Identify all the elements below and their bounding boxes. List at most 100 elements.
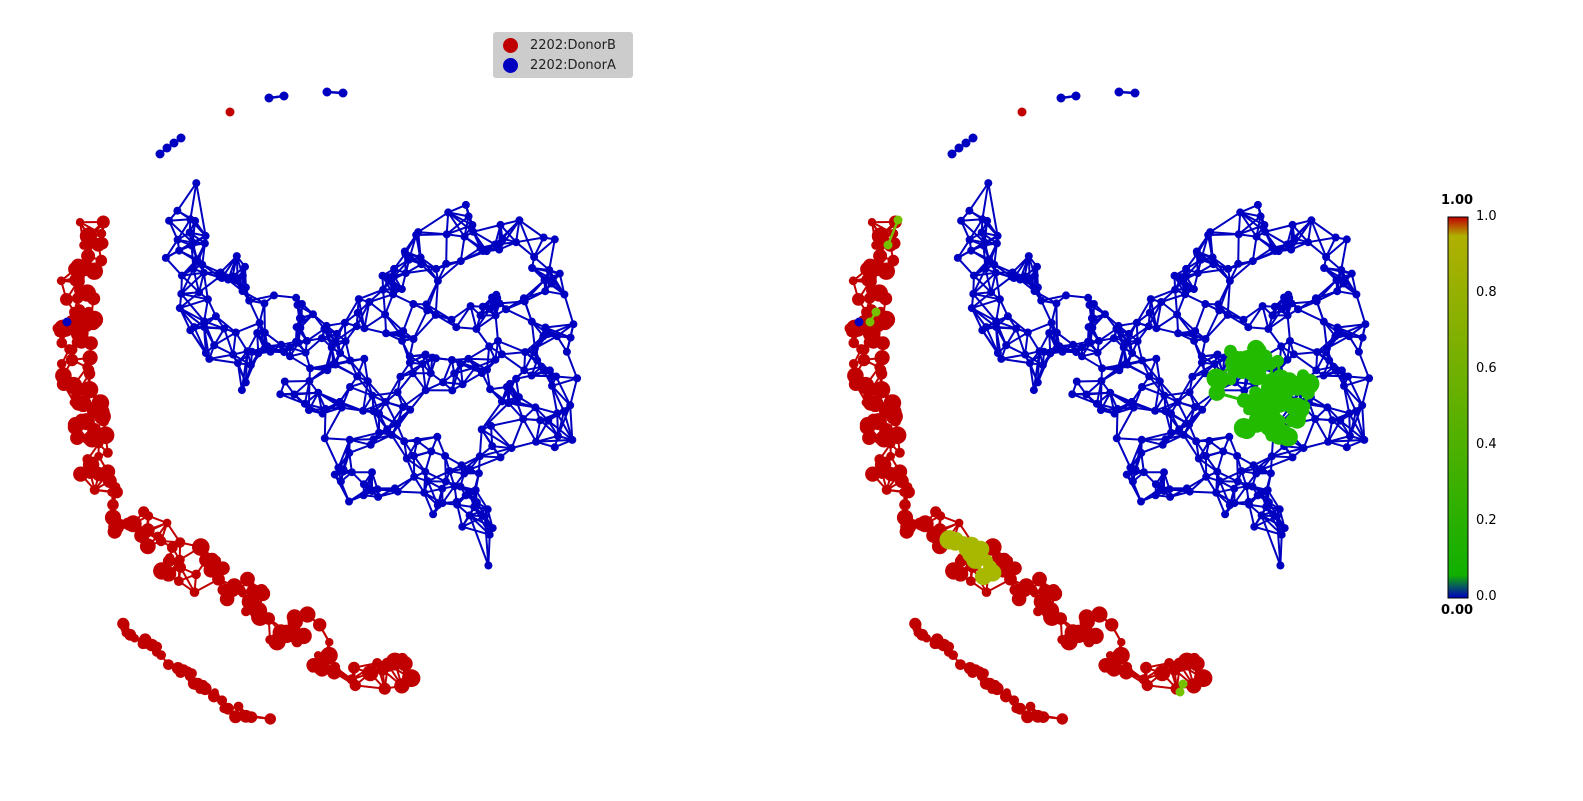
network-node (1175, 425, 1184, 434)
network-node (82, 454, 93, 465)
network-node (1030, 287, 1039, 296)
network-node (961, 138, 971, 148)
network-node (515, 216, 524, 225)
network-node (201, 231, 210, 240)
network-node (485, 530, 494, 539)
network-node (1101, 310, 1109, 319)
network-edge (1310, 219, 1328, 258)
network-node (166, 542, 178, 553)
network-node (199, 268, 208, 277)
network-node (1032, 571, 1047, 587)
network-node (410, 472, 419, 481)
network-node (1097, 377, 1106, 385)
network-node (1288, 453, 1297, 462)
network-node (1119, 343, 1128, 352)
network-edge (386, 409, 411, 431)
network-node (1205, 436, 1214, 445)
network-node (56, 359, 67, 369)
network-edge (213, 331, 237, 347)
network-node (1031, 709, 1045, 723)
network-edge (556, 412, 574, 441)
network-edge (1291, 300, 1317, 305)
network-node (264, 713, 276, 725)
network-node (422, 300, 431, 309)
network-edge (1182, 434, 1200, 460)
network-edge (324, 437, 350, 441)
network-node (175, 246, 184, 255)
network-node (945, 562, 963, 580)
network-edge (397, 490, 425, 494)
network-node (981, 587, 992, 597)
network-node (496, 220, 505, 229)
network-node (1197, 352, 1206, 361)
network-edge (543, 279, 565, 296)
network-node (1185, 420, 1194, 429)
network-node (191, 569, 201, 580)
network-node (899, 499, 911, 511)
network-node (1270, 302, 1279, 311)
network-node (111, 482, 121, 491)
network-node (460, 232, 469, 241)
network-node (874, 350, 890, 366)
network-node (1223, 310, 1232, 319)
network-edge (467, 345, 490, 360)
network-node (327, 665, 342, 680)
network-node (96, 426, 115, 445)
network-node (1021, 350, 1030, 359)
network-node (876, 336, 890, 351)
network-node (1123, 337, 1132, 346)
network-edge (459, 236, 466, 262)
network-edge (555, 376, 572, 406)
network-node (1252, 469, 1261, 478)
network-edge (1357, 351, 1371, 379)
network-node (219, 591, 235, 607)
network-node (1124, 329, 1133, 338)
network-edge (412, 309, 429, 340)
network-node (200, 317, 209, 326)
network-node (1167, 428, 1175, 437)
network-node (165, 216, 174, 225)
network-edge (1251, 236, 1258, 262)
network-node (450, 482, 459, 491)
network-node (857, 353, 871, 367)
network-node (1219, 447, 1228, 456)
network-edge (396, 372, 414, 393)
network-node (1161, 435, 1170, 444)
network-node (992, 322, 1001, 331)
network-edge (402, 303, 415, 332)
network-node (1190, 336, 1199, 345)
network-node (886, 451, 895, 461)
network-node (300, 399, 309, 408)
network-node (130, 633, 139, 643)
network-node (1365, 374, 1374, 383)
network-node (147, 639, 159, 650)
network-edge (1005, 331, 1029, 347)
network-node (1248, 257, 1257, 266)
network-edge (189, 182, 198, 220)
network-node (1277, 342, 1286, 351)
network-node (139, 538, 156, 555)
network-edge (202, 272, 209, 300)
network-node (220, 324, 229, 333)
network-node (1344, 372, 1353, 381)
network-node (1233, 477, 1242, 486)
network-node (903, 482, 913, 491)
network-node (1284, 290, 1293, 299)
network-node (1244, 323, 1253, 332)
network-node (1182, 272, 1191, 281)
network-node (82, 387, 95, 399)
network-node (863, 431, 875, 443)
network-node (72, 277, 83, 288)
network-edge (1159, 380, 1179, 403)
network-node (464, 354, 473, 363)
network-node (1225, 501, 1234, 510)
network-node (86, 406, 95, 415)
network-edge (203, 326, 207, 354)
network-node (848, 337, 860, 349)
network-node (245, 296, 254, 305)
network-node (1206, 228, 1215, 237)
network-node (460, 469, 469, 478)
network-node (1345, 332, 1354, 341)
network-node (1105, 618, 1119, 632)
